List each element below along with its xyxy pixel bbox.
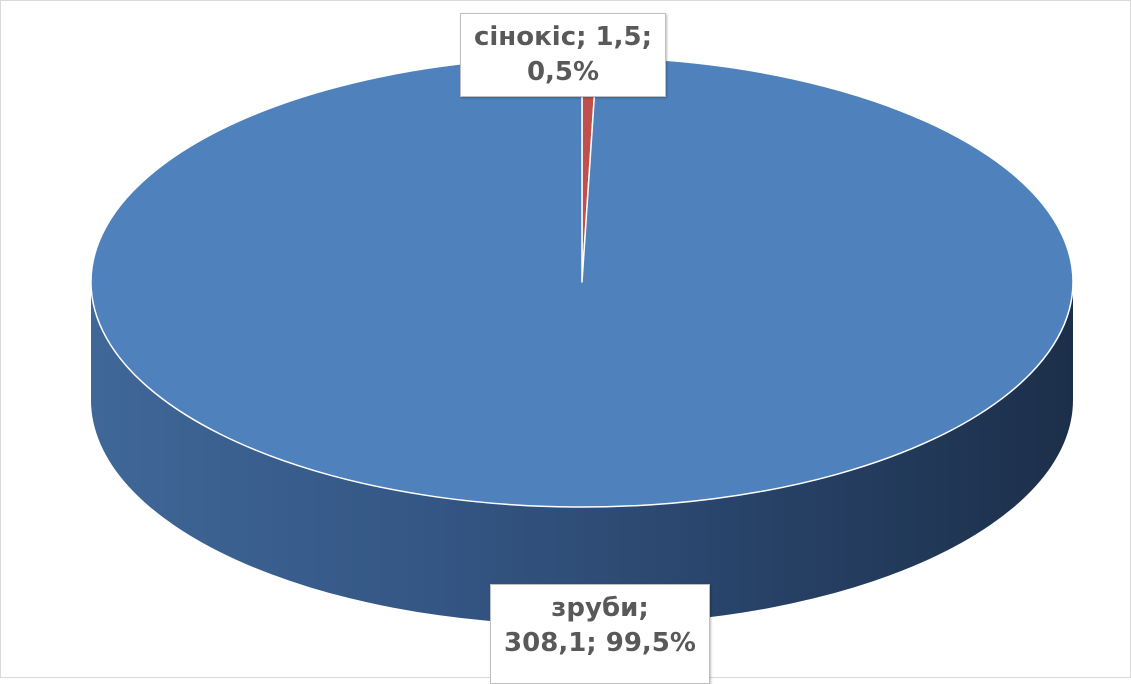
pie-slice-zruby xyxy=(90,56,1074,508)
data-label-sinokis: сінокіс; 1,5; 0,5% xyxy=(460,13,666,98)
pie-side-wall xyxy=(91,282,1073,625)
data-label-zruby: зруби; 308,1; 99,5% xyxy=(490,584,710,684)
